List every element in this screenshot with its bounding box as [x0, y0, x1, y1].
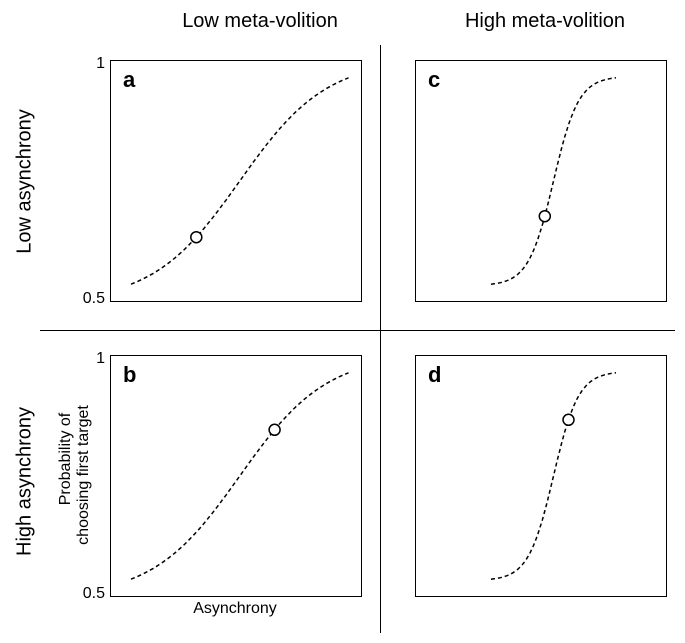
- horizontal-divider: [40, 330, 675, 331]
- row-header-top: Low asynchrony: [14, 102, 37, 262]
- ylabel-b-line2: choosing first target: [75, 395, 93, 555]
- panel-b: b: [110, 355, 362, 597]
- panel-a: a: [110, 60, 362, 302]
- col-header-right: High meta-volition: [415, 10, 675, 33]
- ytick-a-top: 1: [85, 55, 105, 73]
- xlabel-b: Asynchrony: [110, 600, 360, 618]
- row-header-bottom: High asynchrony: [14, 402, 37, 562]
- figure-container: Low meta-volition High meta-volition Low…: [0, 0, 685, 643]
- ytick-b-bottom: 0.5: [70, 585, 105, 603]
- vertical-divider: [380, 45, 381, 633]
- ylabel-b-line1: Probability of: [57, 409, 75, 509]
- curve-a: [111, 61, 361, 301]
- ytick-b-top: 1: [85, 350, 105, 368]
- col-header-left: Low meta-volition: [130, 10, 390, 33]
- curve-c: [416, 61, 666, 301]
- curve-d: [416, 356, 666, 596]
- panel-c: c: [415, 60, 667, 302]
- panel-d: d: [415, 355, 667, 597]
- ytick-a-bottom: 0.5: [70, 290, 105, 308]
- curve-b: [111, 356, 361, 596]
